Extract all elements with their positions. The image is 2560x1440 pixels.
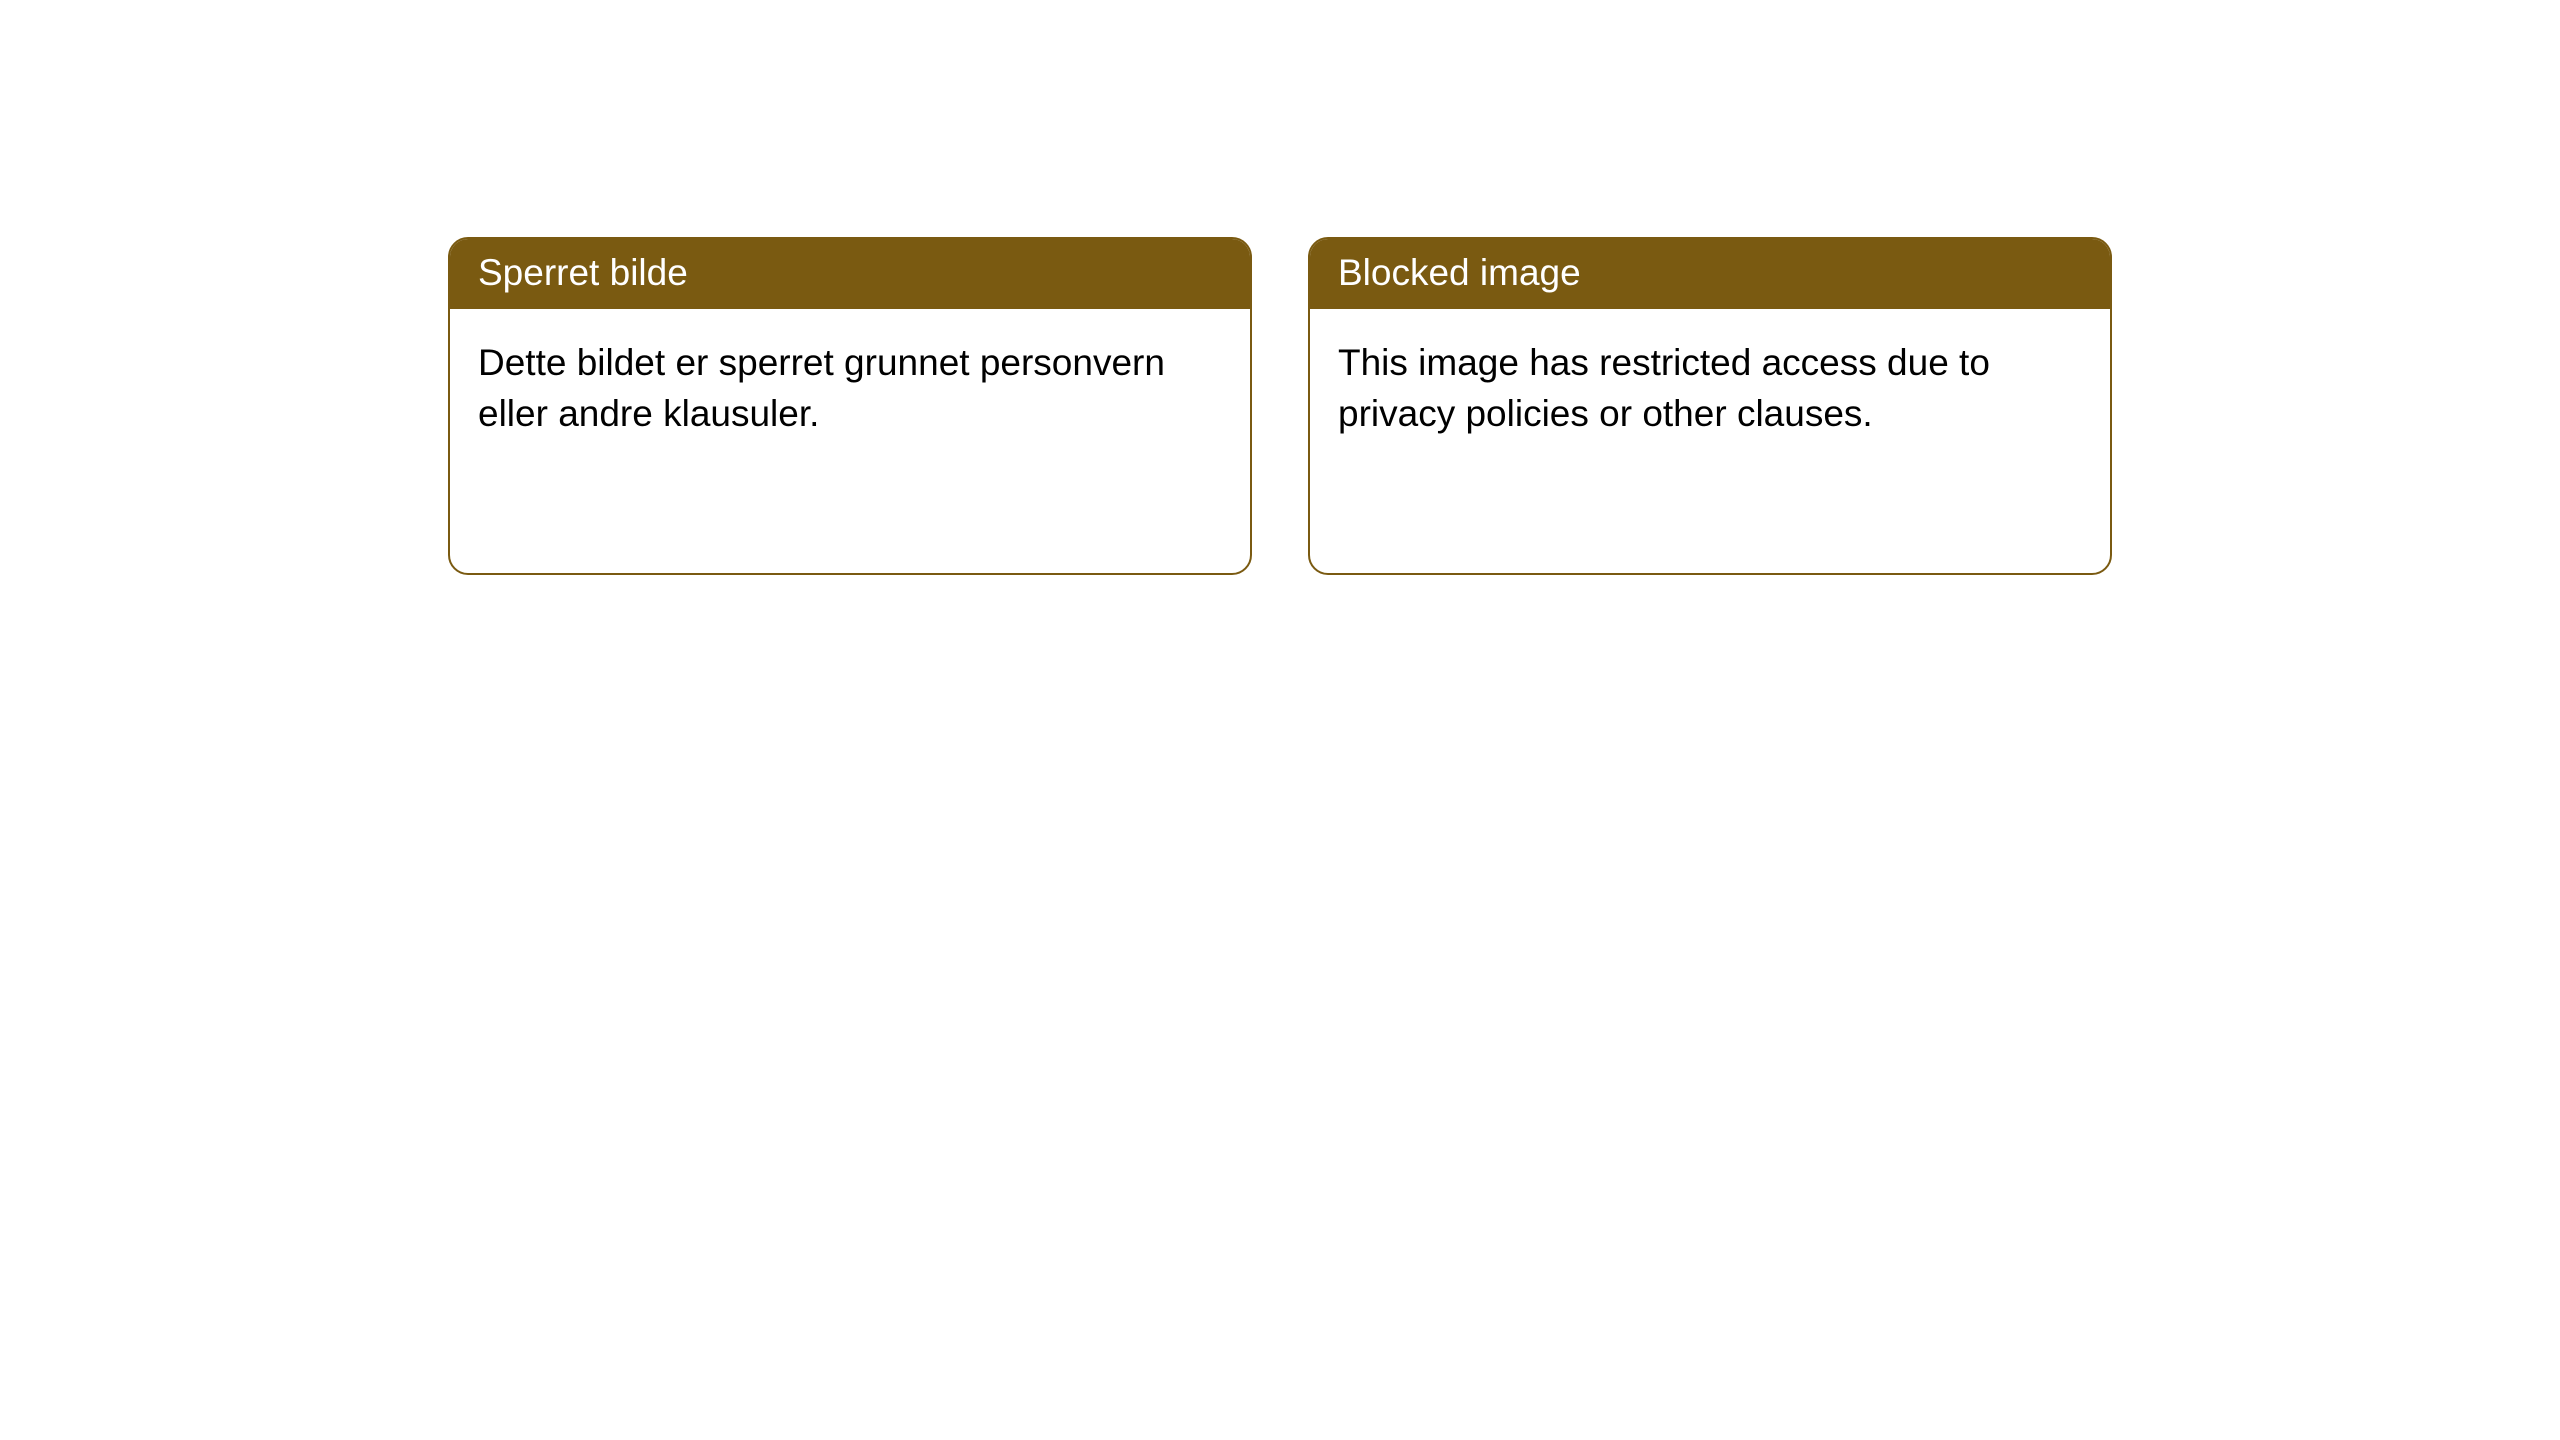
notice-container: Sperret bilde Dette bildet er sperret gr…	[0, 0, 2560, 575]
notice-card-english: Blocked image This image has restricted …	[1308, 237, 2112, 575]
notice-body: This image has restricted access due to …	[1310, 309, 2110, 467]
notice-card-norwegian: Sperret bilde Dette bildet er sperret gr…	[448, 237, 1252, 575]
notice-title: Sperret bilde	[450, 239, 1250, 309]
notice-body: Dette bildet er sperret grunnet personve…	[450, 309, 1250, 467]
notice-title: Blocked image	[1310, 239, 2110, 309]
